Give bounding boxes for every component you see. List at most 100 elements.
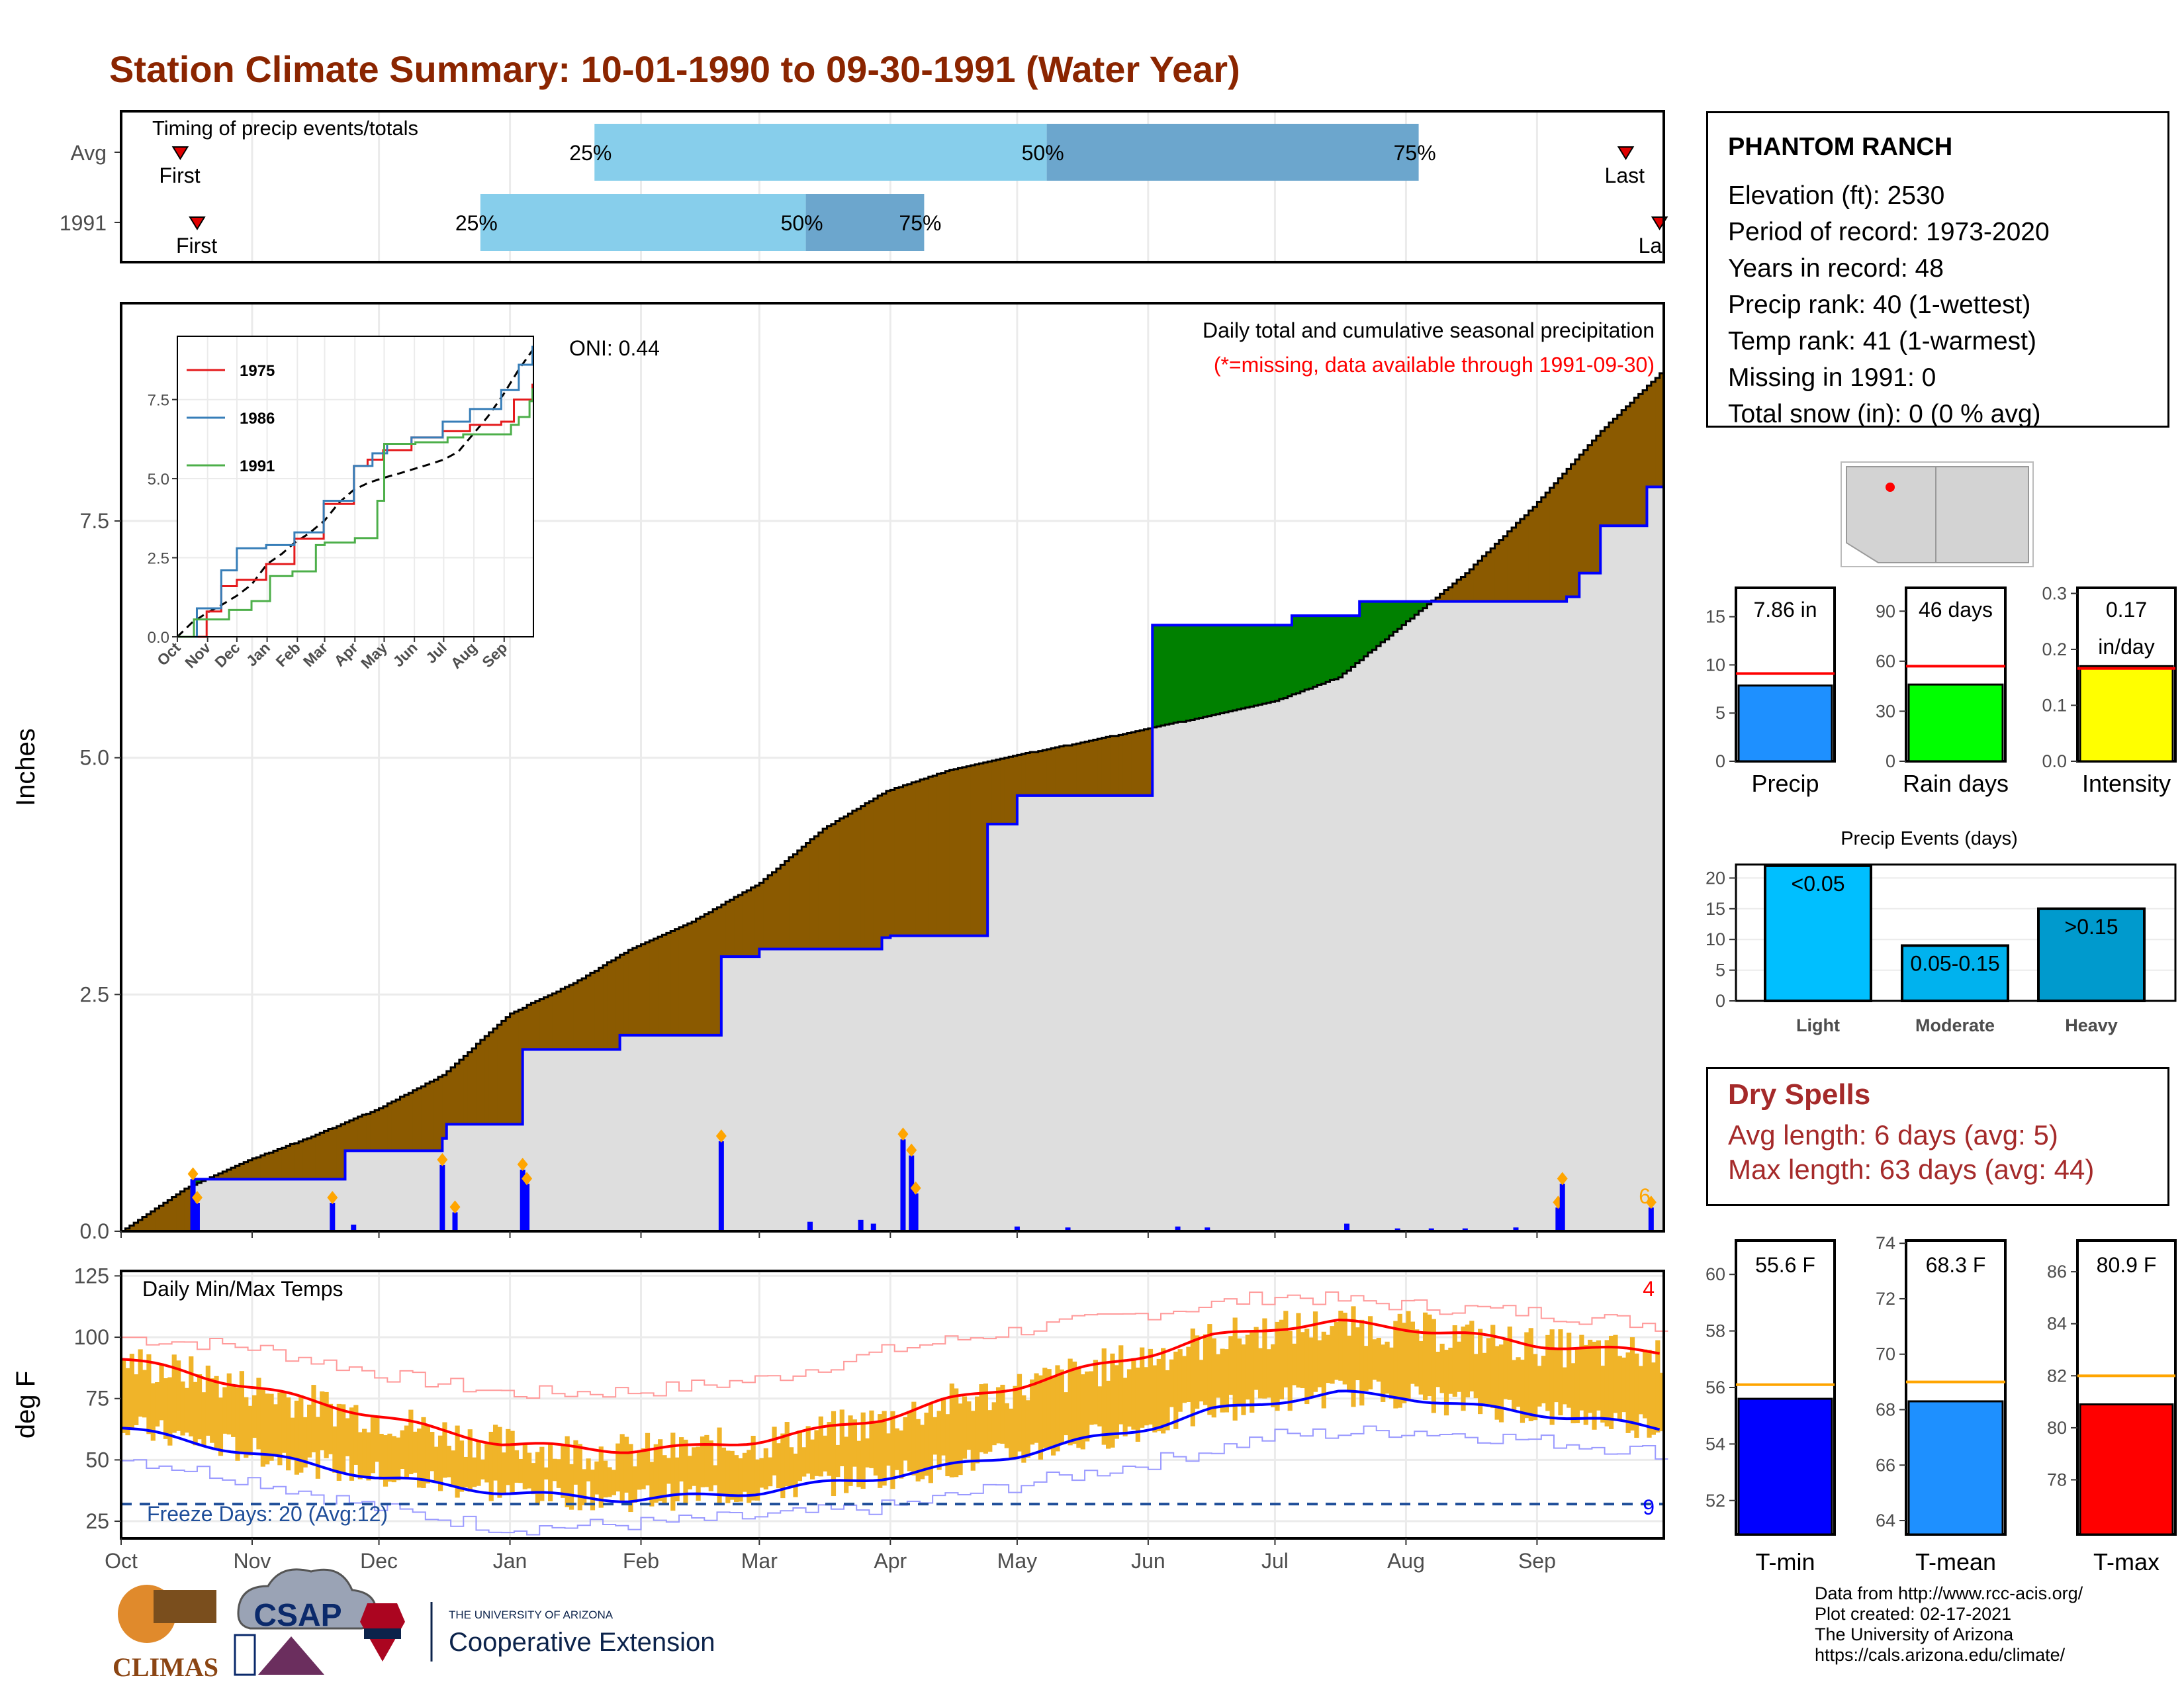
timing-panel-frame: [120, 110, 1665, 263]
daily-temp-bar: [649, 1462, 655, 1507]
below-average-area: [784, 861, 790, 949]
daily-temp-bar: [1101, 1348, 1107, 1445]
heavy-event-marker: [522, 1172, 533, 1186]
above-average-area: [1427, 601, 1432, 604]
daily-temp-bar: [1279, 1319, 1285, 1399]
daily-temp-bar: [628, 1444, 633, 1513]
above-average-area: [1422, 601, 1428, 608]
below-average-area: [598, 968, 604, 1050]
daily-temp-bar: [1034, 1373, 1039, 1443]
above-average-area: [1245, 625, 1250, 708]
above-average-area: [1287, 625, 1293, 696]
heavy-event-marker: [449, 1200, 461, 1214]
daily-temp-bar: [1443, 1350, 1449, 1416]
daily-temp-bar: [645, 1432, 651, 1485]
below-average-area: [1503, 536, 1508, 602]
below-average-area: [142, 1217, 147, 1231]
daily-temp-bar: [1292, 1343, 1297, 1385]
daily-temp-bar: [1241, 1344, 1246, 1415]
daily-temp-bar: [768, 1457, 773, 1487]
below-average-area: [311, 1136, 316, 1180]
daily-temp-bar: [446, 1446, 451, 1477]
daily-temp-bar: [1385, 1341, 1390, 1394]
below-average-area: [269, 1152, 274, 1180]
below-average-area: [594, 970, 600, 1050]
summary-bar-y-tick-label: 90: [1876, 601, 1895, 621]
below-average-area: [915, 781, 921, 936]
below-average-area: [1461, 577, 1466, 602]
daily-precip-bar: [330, 1203, 336, 1231]
daily-temp-bar: [1351, 1306, 1356, 1407]
footer-line-3: The University of Arizona: [1815, 1624, 2014, 1644]
daily-temp-bar: [1465, 1325, 1471, 1397]
daily-precip-bar: [1394, 1228, 1400, 1231]
daily-temp-bar: [1541, 1356, 1546, 1403]
below-average-area: [649, 940, 655, 1035]
below-average-area: [404, 1094, 409, 1151]
below-average-area: [125, 1228, 130, 1231]
daily-temp-bar: [696, 1446, 701, 1501]
below-average-area: [708, 912, 713, 1035]
daily-precip-bar: [452, 1212, 458, 1231]
daily-temp-bar: [214, 1376, 219, 1448]
below-average-area: [286, 1146, 291, 1180]
daily-temp-bar: [311, 1385, 316, 1452]
below-average-area: [945, 771, 950, 936]
daily-temp-bar: [991, 1402, 997, 1446]
below-average-area: [751, 887, 756, 957]
below-average-area: [556, 992, 561, 1050]
station-name: PHANTOM RANCH: [1728, 133, 1953, 161]
daily-precip-bar: [870, 1223, 876, 1231]
daily-temp-bar: [1574, 1348, 1580, 1423]
timing-row-label: 1991: [60, 211, 107, 235]
daily-temp-bar: [556, 1459, 561, 1488]
average-tmin-line: [120, 1389, 1661, 1503]
daily-temp-bar: [772, 1427, 777, 1476]
station-elevation: Elevation (ft): 2530: [1728, 181, 1945, 210]
daily-temp-bar: [1507, 1326, 1512, 1400]
below-average-area: [506, 1017, 511, 1125]
daily-temp-bar: [1203, 1334, 1208, 1405]
daily-temp-bar: [362, 1429, 367, 1478]
below-average-area: [463, 1056, 469, 1125]
above-average-area: [1317, 616, 1322, 685]
above-average-area: [197, 1179, 202, 1184]
daily-temp-bar: [1516, 1357, 1521, 1407]
daily-temp-bar: [700, 1436, 705, 1487]
below-average-area: [218, 1173, 223, 1180]
below-average-area: [357, 1116, 363, 1151]
daily-temp-bar: [759, 1458, 764, 1488]
above-average-area: [1283, 625, 1289, 698]
temp-summary-bar-1: [1907, 1400, 2004, 1536]
summary-bar-y-tick-label: 5: [1715, 703, 1725, 723]
below-average-area: [1524, 515, 1529, 602]
below-average-area: [1478, 561, 1482, 602]
below-average-area: [552, 993, 557, 1050]
daily-temp-bar: [856, 1440, 862, 1487]
daily-temp-bar: [666, 1458, 672, 1484]
below-average-area: [780, 865, 786, 949]
heavy-event-marker: [897, 1127, 909, 1141]
station-period: Period of record: 1973-2020: [1728, 218, 2050, 246]
station-info-box: PHANTOM RANCH Elevation (ft): 2530 Perio…: [1706, 111, 2169, 428]
below-average-area: [772, 872, 777, 949]
daily-temp-bar: [1156, 1358, 1161, 1432]
daily-temp-bar: [1135, 1367, 1140, 1442]
daily-temp-bar: [1236, 1338, 1242, 1405]
daily-temp-bar: [1439, 1343, 1445, 1393]
precip-missing-caption: (*=missing, data available through 1991-…: [1214, 353, 1655, 377]
daily-temp-bar: [1114, 1365, 1119, 1439]
daily-temp-bar: [1110, 1353, 1115, 1448]
daily-temp-bar: [129, 1354, 134, 1429]
below-average-area: [514, 1011, 519, 1125]
daily-temp-bar: [1161, 1348, 1166, 1434]
daily-temp-bar: [1207, 1324, 1212, 1415]
daily-temp-bar: [1076, 1368, 1081, 1448]
timing-label-75: 75%: [899, 211, 941, 235]
below-average-area: [1651, 381, 1656, 487]
below-average-area: [1629, 402, 1635, 526]
daily-temp-bar: [954, 1388, 959, 1477]
above-average-area: [1169, 625, 1174, 724]
below-average-area: [1140, 730, 1145, 796]
daily-temp-bar: [729, 1450, 735, 1500]
